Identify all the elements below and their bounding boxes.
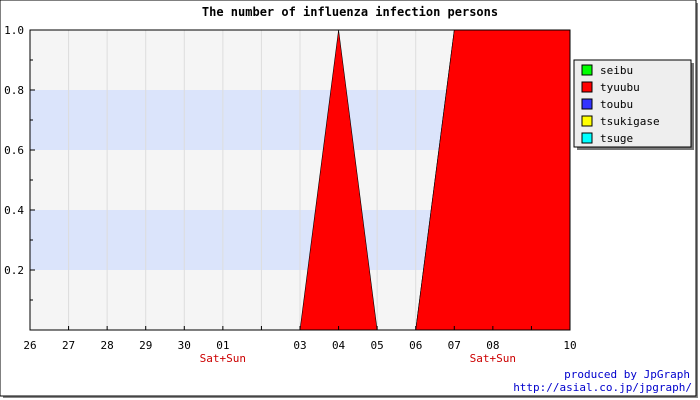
legend-label-tsukigase: tsukigase <box>600 115 660 128</box>
x-tick-label: 03 <box>293 339 306 352</box>
weekend-label: Sat+Sun <box>200 352 246 365</box>
legend-label-tyuubu: tyuubu <box>600 81 640 94</box>
legend-swatch-toubu <box>581 98 593 110</box>
legend-label-toubu: toubu <box>600 98 633 111</box>
legend-items: seibu tyuubu toubu tsukigase tsuge <box>581 64 660 145</box>
y-tick-label: 0.8 <box>4 84 24 97</box>
x-tick-label: 27 <box>62 339 75 352</box>
weekend-label: Sat+Sun <box>470 352 516 365</box>
legend-swatch-seibu <box>581 64 593 76</box>
y-axis: 0.2 0.4 0.6 0.8 1.0 <box>4 24 35 301</box>
y-tick-label: 0.4 <box>4 204 24 217</box>
legend-swatch-tyuubu <box>581 81 593 93</box>
x-tick-label: 30 <box>178 339 191 352</box>
footer-url: http://asial.co.jp/jpgraph/ <box>513 381 692 394</box>
x-tick-label: 08 <box>486 339 499 352</box>
legend-label-tsuge: tsuge <box>600 132 633 145</box>
legend-swatch-tsukigase <box>581 115 593 127</box>
y-tick-label: 0.6 <box>4 144 24 157</box>
chart-title: The number of influenza infection person… <box>202 5 498 19</box>
series-layer: seibutyuubutyuubu <box>299 29 571 331</box>
x-tick-label: 05 <box>371 339 384 352</box>
footer-credit: produced by JpGraph <box>564 368 690 381</box>
y-tick-label: 1.0 <box>4 24 24 37</box>
x-tick-label: 10 <box>563 339 576 352</box>
x-tick-label: 06 <box>409 339 422 352</box>
x-tick-label: 26 <box>23 339 36 352</box>
x-tick-label: 01 <box>216 339 229 352</box>
x-tick-label: 07 <box>448 339 461 352</box>
legend-swatch-tsuge <box>581 132 593 144</box>
x-tick-label: 28 <box>101 339 114 352</box>
y-tick-label: 0.2 <box>4 264 24 277</box>
legend-box <box>573 59 692 148</box>
x-axis: 26 27 28 29 30 01 03 04 05 06 07 08 10 Sat+Sun Sat+Sun <box>23 326 577 365</box>
legend: seibu tyuubu toubu tsukigase tsuge <box>573 59 694 150</box>
legend-label-seibu: seibu <box>600 64 633 77</box>
x-tick-label: 29 <box>139 339 152 352</box>
x-tick-label: 04 <box>332 339 346 352</box>
